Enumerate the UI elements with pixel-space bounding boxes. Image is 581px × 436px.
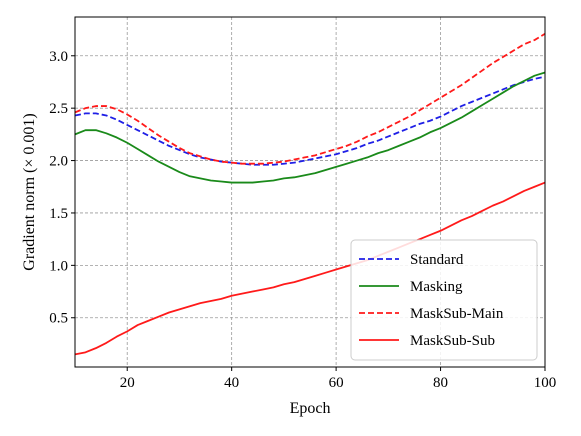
x-axis-label: Epoch: [290, 400, 331, 417]
y-tick-label: 1.0: [49, 258, 68, 274]
y-tick-label: 1.5: [49, 206, 68, 222]
x-tick-label: 40: [224, 375, 239, 391]
x-tick-label: 60: [329, 375, 344, 391]
series-line-masking: [74, 71, 546, 184]
legend-label-standard: Standard: [410, 252, 464, 268]
series-line-masksub-main: [74, 32, 546, 165]
y-tick-label: 2.5: [49, 101, 68, 117]
y-tick-label: 0.5: [49, 311, 68, 327]
legend-label-masksub-main: MaskSub-Main: [410, 306, 504, 322]
y-tick-label: 3.0: [49, 49, 68, 65]
legend-box: [350, 239, 538, 361]
x-tick-label: 80: [433, 375, 448, 391]
y-axis-label: Gradient norm (× 0.001): [21, 113, 38, 270]
y-tick-label: 2.0: [49, 154, 68, 170]
series-lines: [74, 32, 546, 356]
series-line-standard: [74, 75, 546, 166]
legend-label-masksub-sub: MaskSub-Sub: [410, 333, 495, 349]
legend: Standard Masking MaskSub-Main MaskSub-Sub: [350, 239, 538, 361]
legend-label-masking: Masking: [410, 279, 463, 295]
series-line-masksub-sub: [74, 181, 546, 356]
plot-frame: [74, 16, 546, 368]
axis-ticks: 20 40 60 80 100 0.5 1.0 1.5 2.0 2.5 3.0: [49, 49, 556, 391]
x-tick-label: 20: [120, 375, 135, 391]
x-tick-label: 100: [534, 375, 557, 391]
